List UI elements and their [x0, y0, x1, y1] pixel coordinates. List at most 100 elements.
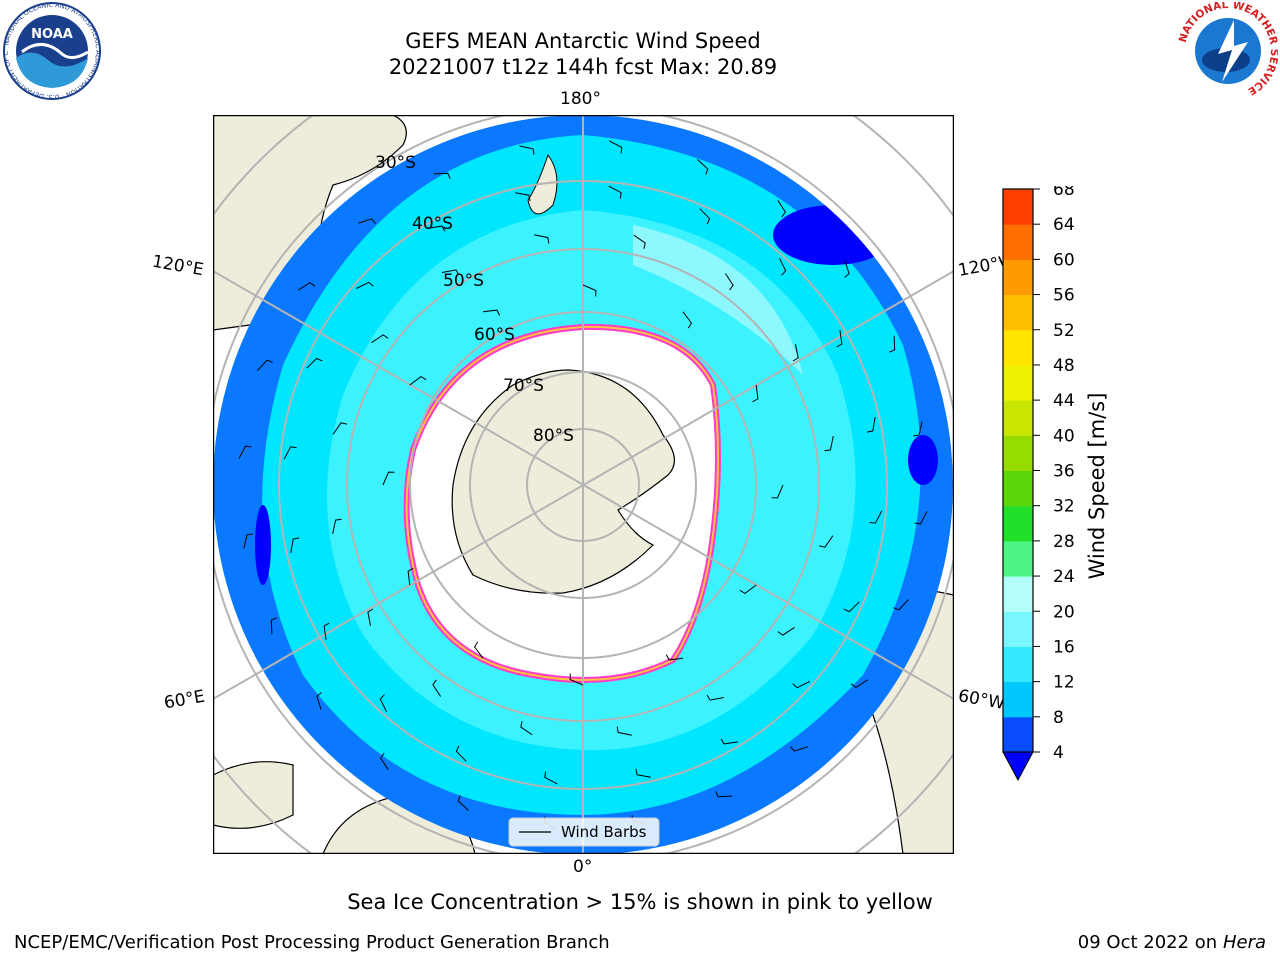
wind-barb — [777, 626, 795, 636]
colorbar-cell — [1003, 364, 1033, 401]
wind-barb — [379, 694, 387, 712]
colorbar-cell — [1003, 611, 1033, 647]
lat-label-80s: 80°S — [533, 426, 574, 446]
colorbar-cell — [1003, 646, 1033, 683]
wind-barb — [697, 159, 709, 175]
lat-label-60s: 60°S — [474, 325, 515, 345]
lat-label-50s: 50°S — [443, 271, 484, 291]
wind-barb — [824, 436, 834, 452]
wind-field-below-4-b — [908, 435, 938, 485]
wind-barb — [367, 608, 374, 626]
wind-barb — [257, 359, 273, 371]
lon-label-0: 0° — [573, 857, 593, 877]
colorbar-cell — [1003, 576, 1033, 612]
chart-title: GEFS MEAN Antarctic Wind Speed — [405, 29, 761, 53]
colorbar-cell — [1003, 329, 1033, 366]
antarctica-land — [451, 369, 675, 594]
colorbar-cell — [1003, 505, 1033, 542]
wind-barb — [407, 567, 414, 586]
wind-barb — [332, 422, 347, 435]
colorbar-cell — [1003, 400, 1033, 436]
wind-barb — [243, 533, 253, 549]
wind-barb — [715, 791, 733, 798]
wind-barb — [520, 721, 533, 736]
colorbar-cell — [1003, 716, 1033, 753]
wind-barb — [720, 738, 738, 745]
colorbar-tick-label: 60 — [1053, 250, 1075, 270]
legend-label: Wind Barbs — [561, 823, 647, 841]
wind-barb — [724, 273, 734, 291]
colorbar-tick-label: 28 — [1053, 532, 1075, 552]
colorbar-cell — [1003, 470, 1033, 507]
colorbar-tick-label: 20 — [1053, 602, 1075, 622]
wind-barb — [428, 225, 446, 232]
noaa-logo: NATIONAL OCEANIC AND ATMOSPHERIC ADMINIS… — [2, 2, 102, 100]
wind-barb — [777, 200, 787, 218]
lon-label-120e: 120°E — [150, 251, 206, 281]
wind-barb — [332, 518, 342, 534]
colorbar-cell — [1003, 224, 1033, 260]
wind-barb — [371, 334, 389, 344]
wind-barb — [779, 258, 787, 276]
wind-barb — [699, 208, 711, 225]
colorbar-cell — [1003, 259, 1033, 296]
colorbar-cell — [1003, 681, 1033, 718]
wind-barb — [409, 375, 427, 386]
wind-barb — [432, 679, 442, 697]
wind-barb — [792, 344, 799, 362]
wind-barb — [534, 234, 550, 244]
wind-barb — [457, 795, 469, 811]
wind-barb — [616, 726, 632, 736]
wind-barb — [836, 330, 843, 348]
sea-ice-note: Sea Ice Concentration > 15% is shown in … — [347, 890, 933, 914]
wind-barb — [790, 746, 808, 752]
wind-field-16-20 — [633, 225, 803, 375]
antarctic-map: 30°S 40°S 50°S 60°S 70°S 80°S Wind Barbs — [213, 115, 954, 854]
wind-barb — [356, 281, 374, 289]
wind-barb — [544, 771, 558, 785]
colorbar-tick-label: 32 — [1053, 497, 1075, 517]
wind-barb — [582, 284, 597, 297]
colorbar-tick-label: 56 — [1053, 286, 1075, 306]
colorbar-tick-label: 40 — [1053, 426, 1075, 446]
wind-barb — [519, 145, 535, 155]
colorbar-tick-label: 16 — [1053, 637, 1075, 657]
wind-barb — [843, 601, 860, 613]
wind-barb — [869, 510, 883, 524]
footer-date: 09 Oct 2022 on Hera — [1078, 932, 1266, 953]
wind-barb — [433, 172, 451, 179]
colorbar-cell — [1003, 189, 1033, 225]
wind-barb — [850, 679, 868, 689]
lat-label-30s: 30°S — [375, 153, 416, 173]
wind-barb — [844, 260, 850, 278]
colorbar-under-arrow — [1002, 751, 1034, 782]
chart-subtitle: 20221007 t12z 144h fcst Max: 20.89 — [388, 55, 778, 79]
wind-barb — [739, 584, 757, 595]
lon-label-180: 180° — [560, 89, 601, 109]
wind-barb — [306, 357, 323, 369]
footer-machine: Hera — [1222, 932, 1266, 953]
wind-barb — [752, 384, 759, 403]
legend: Wind Barbs — [508, 817, 660, 847]
colorbar-tick-label: 36 — [1053, 462, 1075, 482]
colorbar-tick-label: 44 — [1053, 391, 1075, 411]
wind-barb — [889, 335, 896, 353]
graticule — [213, 115, 954, 854]
wind-barb — [283, 446, 297, 460]
wind-barb — [382, 471, 395, 486]
wind-barb — [323, 622, 330, 640]
colorbar-label: Wind Speed [m/s] — [1085, 393, 1109, 580]
colorbar-tick-label: 12 — [1053, 673, 1075, 693]
footer-credit: NCEP/EMC/Verification Post Processing Pr… — [14, 932, 610, 953]
wind-barb — [635, 768, 651, 778]
colorbar-tick-label: 48 — [1053, 356, 1075, 376]
wind-barb — [473, 641, 484, 659]
lon-label-60e: 60°E — [162, 686, 207, 714]
wind-barb — [819, 535, 834, 548]
wind-barb — [482, 309, 501, 316]
colorbar-tick-label: 4 — [1053, 743, 1064, 763]
wind-barb — [665, 654, 684, 661]
colorbar-tick-label: 24 — [1053, 567, 1075, 587]
